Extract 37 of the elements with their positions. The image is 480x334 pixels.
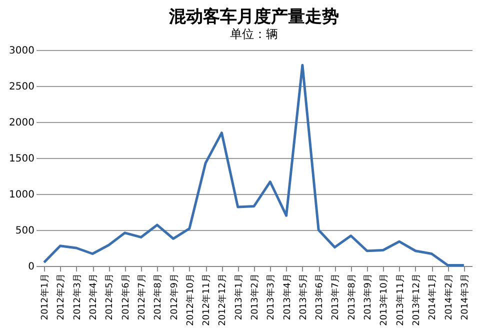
x-tick-label: 2013年8月 xyxy=(346,274,358,320)
x-tick-label: 2012年1月 xyxy=(40,274,51,320)
x-tick-label: 2012年6月 xyxy=(120,274,132,320)
y-tick-label: 1500 xyxy=(9,154,34,164)
y-tick-label: 2000 xyxy=(9,118,34,128)
x-tick-label: 2014年3月 xyxy=(459,274,470,320)
x-tick-label: 2013年6月 xyxy=(314,274,326,320)
x-tick-label: 2012年4月 xyxy=(88,274,100,320)
chart-subtitle: 单位：辆 xyxy=(230,27,278,41)
x-tick-label: 2012年12月 xyxy=(217,274,228,326)
y-tick-label: 1000 xyxy=(9,190,34,200)
x-tick-label: 2012年2月 xyxy=(56,274,67,320)
x-tick-label: 2012年10月 xyxy=(184,274,196,326)
x-tick-label: 2013年10月 xyxy=(378,274,390,326)
x-tick-label: 2013年5月 xyxy=(298,274,309,320)
x-tick-label: 2013年7月 xyxy=(330,274,342,320)
x-tick-label: 2013年11月 xyxy=(394,274,406,326)
x-tick-label: 2012年9月 xyxy=(168,274,180,320)
y-tick-label: 3000 xyxy=(9,46,34,56)
x-tick-label: 2012年3月 xyxy=(72,274,83,320)
y-tick-label: 2500 xyxy=(9,82,34,92)
x-tick-label: 2012年7月 xyxy=(136,274,148,320)
x-tick-label: 2013年9月 xyxy=(362,274,374,320)
line-series xyxy=(42,64,466,267)
x-tick-label: 2012年5月 xyxy=(104,274,116,320)
chart-title: 混动客车月度产量走势 xyxy=(168,7,339,27)
x-tick-label: 2012年11月 xyxy=(201,274,212,326)
x-tick-label: 2013年3月 xyxy=(266,274,277,320)
x-tick-label: 2012年8月 xyxy=(152,274,164,320)
x-tick-label: 2013年4月 xyxy=(282,274,293,320)
y-tick-label: 0 xyxy=(28,262,34,272)
x-tick-label: 2013年1月 xyxy=(233,274,244,320)
y-tick-label: 500 xyxy=(15,226,34,236)
x-tick-label: 2013年12月 xyxy=(410,274,422,326)
x-tick-label: 2013年2月 xyxy=(250,274,260,320)
x-tick-label: 2014年2月 xyxy=(443,274,454,320)
x-tick-label: 2014年1月 xyxy=(427,274,438,320)
